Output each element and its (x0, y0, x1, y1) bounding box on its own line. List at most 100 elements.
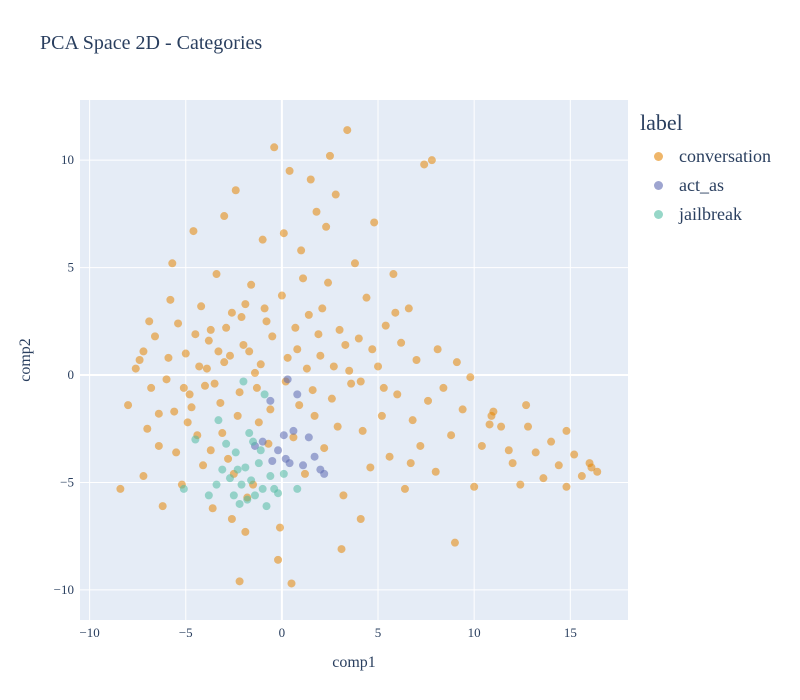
point-conversation[interactable] (247, 280, 256, 289)
point-conversation[interactable] (214, 347, 223, 356)
point-conversation[interactable] (554, 461, 563, 470)
point-conversation[interactable] (295, 401, 304, 410)
point-conversation[interactable] (204, 336, 213, 345)
point-jailbreak[interactable] (212, 480, 221, 489)
point-conversation[interactable] (170, 407, 179, 416)
point-jailbreak[interactable] (250, 491, 259, 500)
point-conversation[interactable] (547, 437, 556, 446)
point-jailbreak[interactable] (204, 491, 213, 500)
point-conversation[interactable] (210, 379, 219, 388)
point-conversation[interactable] (593, 467, 602, 476)
point-conversation[interactable] (420, 160, 429, 169)
point-conversation[interactable] (206, 325, 215, 334)
point-jailbreak[interactable] (225, 474, 234, 483)
point-conversation[interactable] (168, 259, 177, 268)
point-conversation[interactable] (124, 401, 133, 410)
point-conversation[interactable] (452, 358, 461, 367)
point-conversation[interactable] (258, 235, 267, 244)
point-conversation[interactable] (379, 383, 388, 392)
point-jailbreak[interactable] (241, 463, 250, 472)
point-conversation[interactable] (250, 368, 259, 377)
point-conversation[interactable] (164, 353, 173, 362)
point-conversation[interactable] (522, 401, 531, 410)
point-conversation[interactable] (391, 308, 400, 317)
point-conversation[interactable] (539, 474, 548, 483)
point-conversation[interactable] (225, 351, 234, 360)
point-jailbreak[interactable] (191, 435, 200, 444)
point-conversation[interactable] (302, 364, 311, 373)
point-conversation[interactable] (562, 482, 571, 491)
point-conversation[interactable] (154, 441, 163, 450)
point-act-as[interactable] (258, 437, 267, 446)
point-conversation[interactable] (252, 383, 261, 392)
point-conversation[interactable] (299, 274, 308, 283)
point-conversation[interactable] (362, 293, 371, 302)
point-conversation[interactable] (433, 345, 442, 354)
point-jailbreak[interactable] (231, 448, 240, 457)
point-conversation[interactable] (241, 527, 250, 536)
legend-item-act-as[interactable]: act_as (640, 171, 771, 200)
point-conversation[interactable] (377, 411, 386, 420)
point-conversation[interactable] (197, 302, 206, 311)
point-conversation[interactable] (224, 454, 233, 463)
point-jailbreak[interactable] (254, 459, 263, 468)
point-conversation[interactable] (524, 422, 533, 431)
point-conversation[interactable] (381, 321, 390, 330)
point-conversation[interactable] (350, 259, 359, 268)
point-conversation[interactable] (135, 356, 144, 364)
point-conversation[interactable] (279, 229, 288, 238)
point-conversation[interactable] (347, 379, 356, 388)
point-conversation[interactable] (297, 246, 306, 255)
point-conversation[interactable] (147, 383, 156, 392)
point-conversation[interactable] (254, 418, 263, 427)
point-conversation[interactable] (531, 448, 540, 457)
point-conversation[interactable] (245, 347, 254, 356)
point-conversation[interactable] (300, 469, 309, 478)
point-conversation[interactable] (466, 373, 475, 382)
point-conversation[interactable] (316, 351, 325, 360)
point-conversation[interactable] (227, 515, 236, 524)
point-conversation[interactable] (185, 390, 194, 399)
point-conversation[interactable] (189, 227, 198, 236)
point-conversation[interactable] (202, 364, 211, 373)
point-conversation[interactable] (260, 304, 269, 313)
point-act-as[interactable] (293, 390, 302, 399)
point-act-as[interactable] (266, 396, 275, 405)
point-conversation[interactable] (404, 304, 413, 313)
point-jailbreak[interactable] (247, 476, 256, 485)
point-conversation[interactable] (172, 448, 181, 457)
point-conversation[interactable] (366, 463, 375, 472)
point-conversation[interactable] (183, 418, 192, 427)
point-conversation[interactable] (335, 325, 344, 334)
point-conversation[interactable] (195, 362, 204, 371)
point-conversation[interactable] (325, 151, 334, 160)
point-conversation[interactable] (312, 207, 321, 216)
point-conversation[interactable] (308, 386, 317, 395)
point-jailbreak[interactable] (229, 491, 238, 500)
point-conversation[interactable] (218, 429, 227, 438)
point-conversation[interactable] (577, 472, 586, 481)
point-conversation[interactable] (400, 484, 409, 493)
point-conversation[interactable] (358, 426, 367, 435)
point-conversation[interactable] (179, 383, 188, 392)
point-conversation[interactable] (235, 388, 244, 397)
point-jailbreak[interactable] (256, 446, 265, 455)
point-act-as[interactable] (299, 461, 308, 470)
point-conversation[interactable] (266, 405, 275, 414)
point-conversation[interactable] (158, 502, 167, 511)
point-conversation[interactable] (339, 491, 348, 500)
point-conversation[interactable] (212, 270, 221, 279)
point-conversation[interactable] (314, 330, 323, 339)
legend-item-jailbreak[interactable]: jailbreak (640, 200, 771, 229)
point-conversation[interactable] (220, 358, 229, 367)
point-conversation[interactable] (233, 411, 242, 420)
point-conversation[interactable] (329, 362, 338, 371)
point-act-as[interactable] (283, 375, 292, 384)
point-conversation[interactable] (327, 394, 336, 403)
point-conversation[interactable] (143, 424, 152, 433)
point-conversation[interactable] (427, 156, 436, 165)
point-conversation[interactable] (458, 405, 467, 414)
legend-item-conversation[interactable]: conversation (640, 142, 771, 171)
point-conversation[interactable] (174, 319, 183, 328)
point-conversation[interactable] (412, 356, 421, 364)
